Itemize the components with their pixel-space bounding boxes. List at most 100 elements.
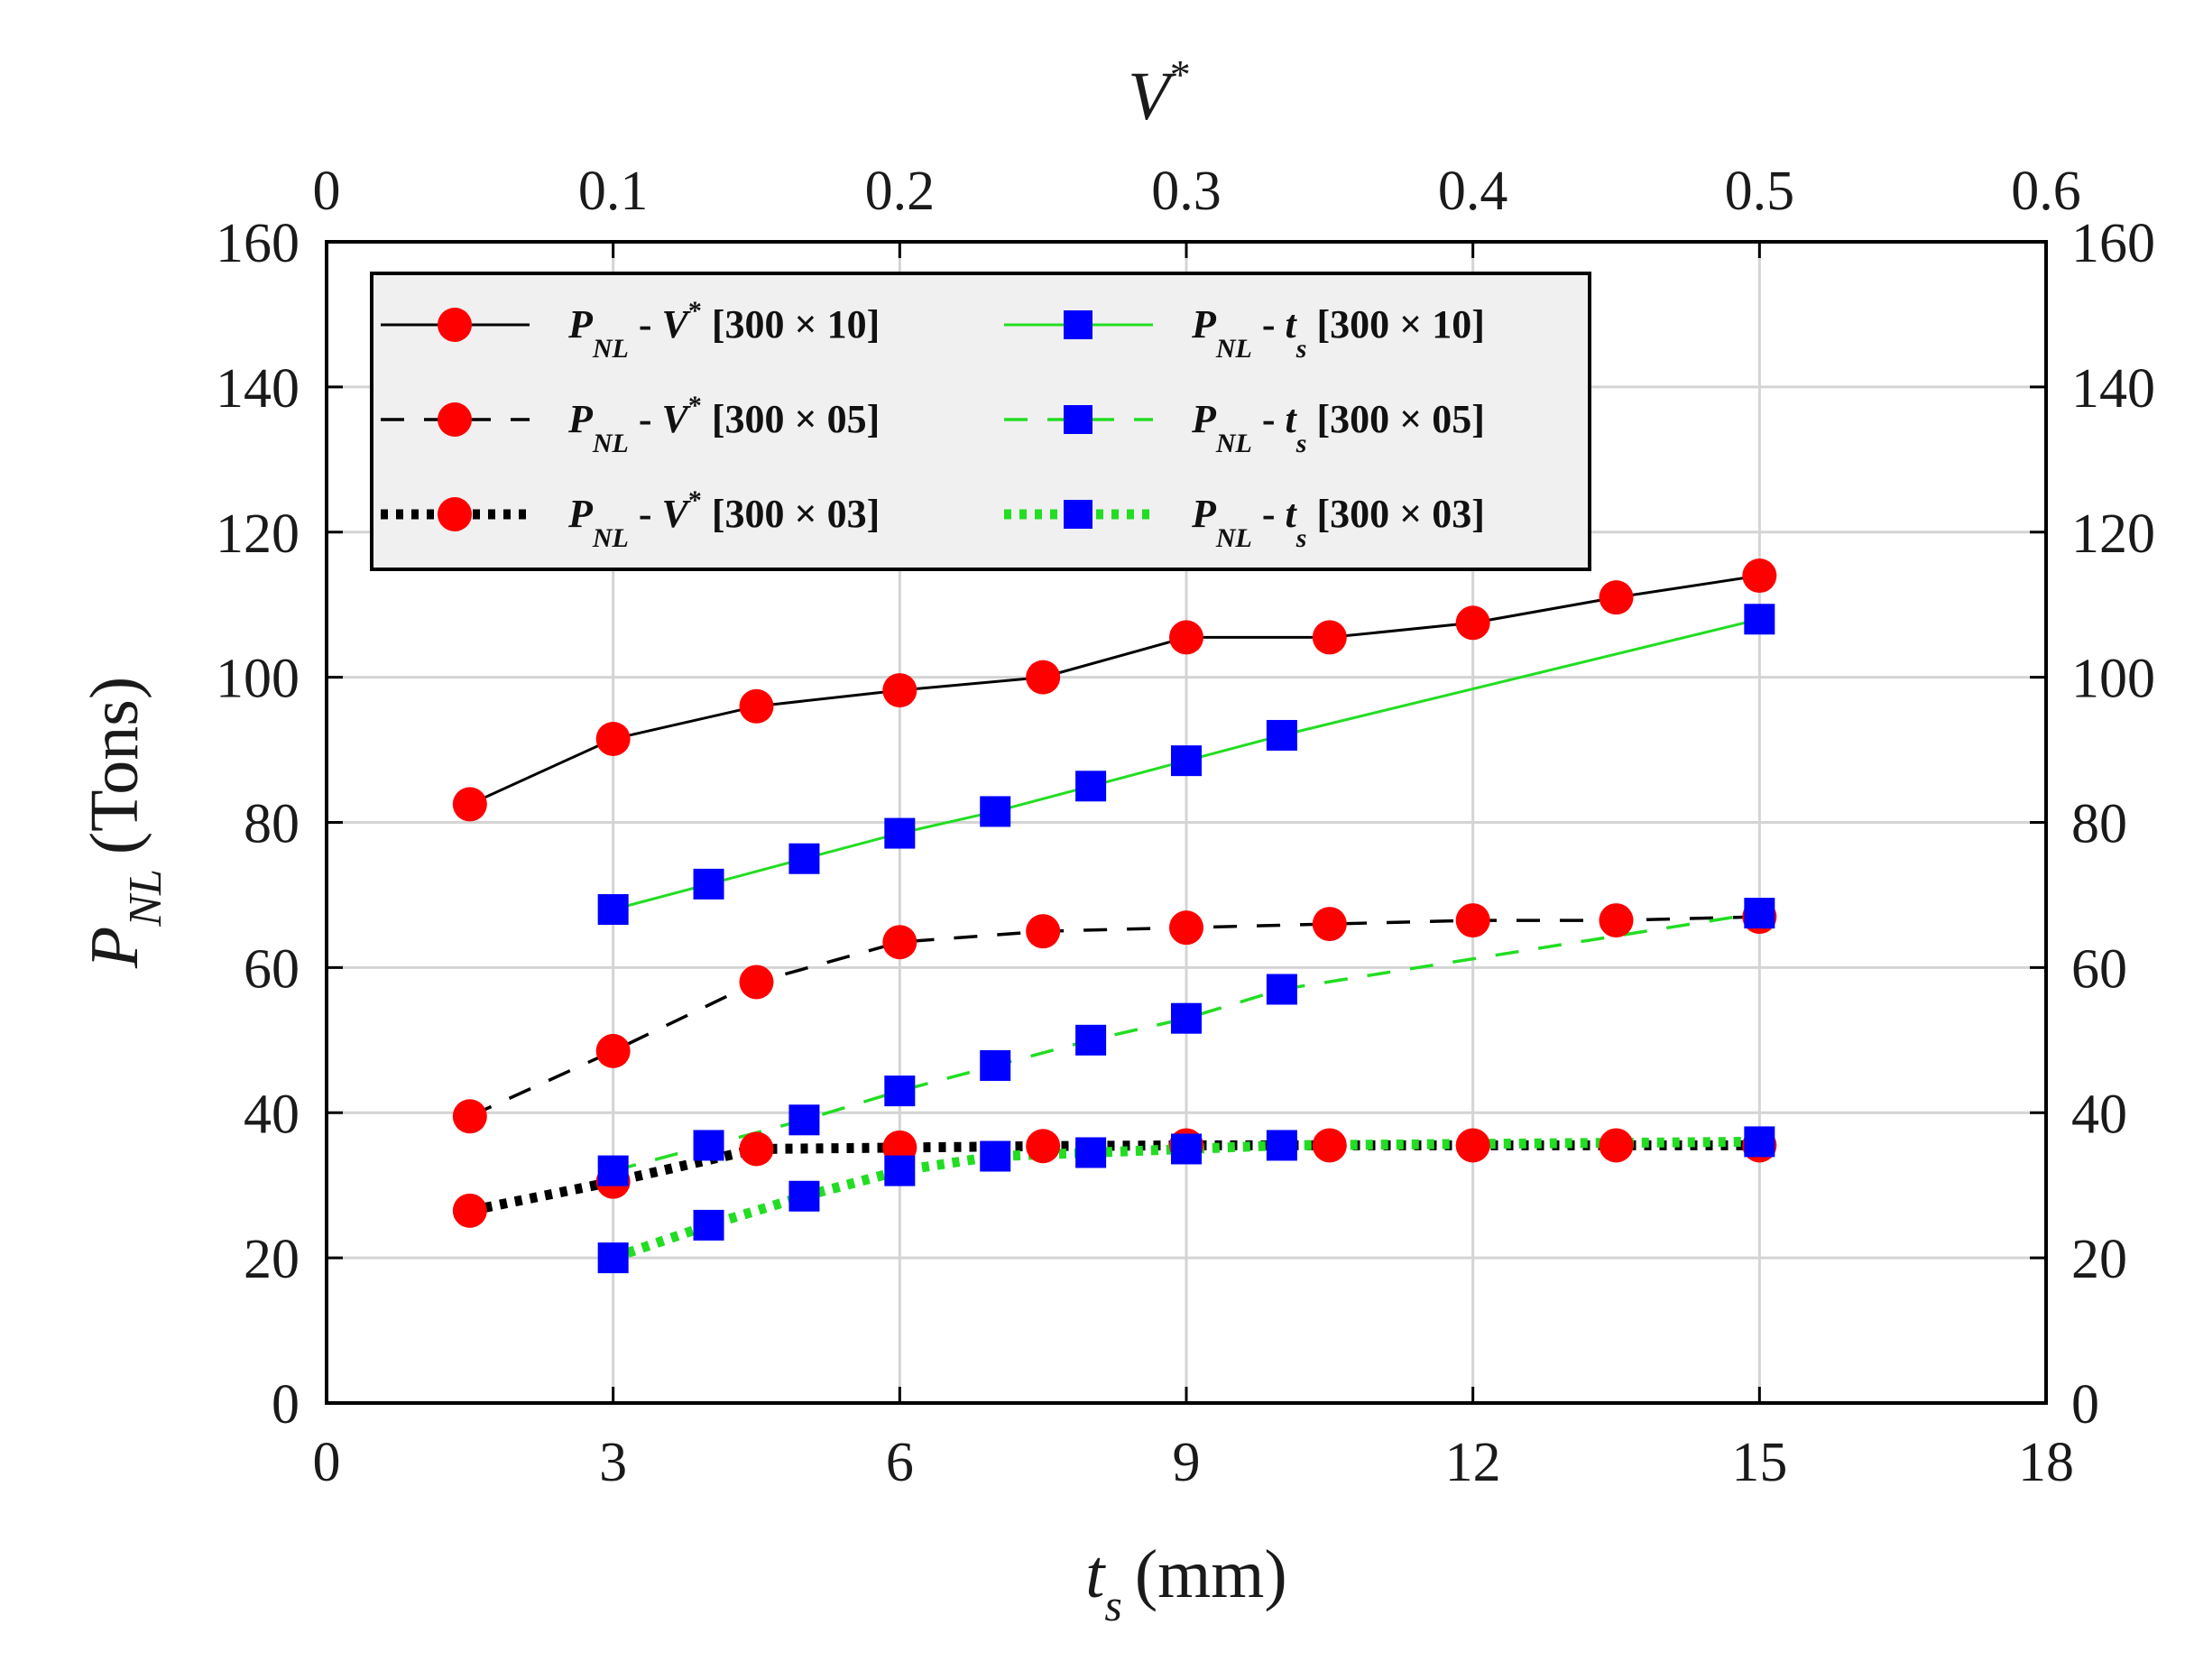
- data-point-square-s6: [1266, 1130, 1297, 1161]
- x-axis-sub: s: [1104, 1580, 1121, 1630]
- legend-var: P: [567, 397, 594, 441]
- top-axis-sup: *: [1170, 51, 1191, 97]
- series-line-2: [469, 915, 1760, 1118]
- legend-item-3: PNL - V* [300 × 03]: [381, 485, 880, 553]
- legend-marker: [438, 308, 472, 342]
- tick-label-right: 80: [2071, 794, 2127, 855]
- legend-sub2: s: [1295, 523, 1307, 553]
- legend-var: P: [1191, 397, 1217, 441]
- legend-sup: *: [688, 485, 702, 515]
- legend-var2: t: [1286, 397, 1298, 441]
- legend-var2: t: [1286, 302, 1298, 346]
- data-point-square-s4: [1075, 771, 1107, 802]
- tick-label-bottom: 18: [2018, 1432, 2074, 1493]
- legend-sub: NL: [592, 523, 629, 553]
- x-axis-var: t: [1085, 1537, 1106, 1612]
- legend-var2: V: [662, 397, 692, 441]
- tick-label-left: 160: [216, 213, 300, 274]
- legend-sub: NL: [1215, 429, 1252, 458]
- data-point-circle-s2: [882, 925, 917, 960]
- legend: PNL - V* [300 × 10] PNL - ts [300 × 10]PN…: [370, 272, 1591, 571]
- legend-dash: -: [629, 302, 662, 346]
- tick-label-bottom: 3: [599, 1432, 627, 1493]
- legend-var2: t: [1286, 492, 1298, 536]
- tick-label-left: 80: [244, 794, 300, 855]
- y-axis-title: PNL (Tons): [77, 677, 171, 969]
- data-point-circle-s3: [1599, 1128, 1634, 1163]
- legend-dash: -: [629, 397, 662, 441]
- data-point-circle-s3: [1312, 1128, 1347, 1163]
- tick-label-bottom: 12: [1445, 1432, 1501, 1493]
- data-point-square-s6: [788, 1180, 820, 1212]
- data-point-square-s4: [788, 843, 820, 874]
- legend-marker: [1064, 310, 1092, 339]
- legend-var: P: [1191, 492, 1217, 536]
- legend-tail: [300 × 03]: [702, 492, 880, 536]
- tick-label-right: 40: [2071, 1084, 2127, 1145]
- legend-var: P: [567, 492, 594, 536]
- data-point-circle-s1: [595, 721, 631, 756]
- legend-label: PNL - ts [300 × 03]: [1191, 492, 1485, 553]
- tick-label-right: 100: [2071, 649, 2155, 710]
- legend-sub2: s: [1295, 429, 1307, 458]
- tick-label-top: 0.6: [2011, 161, 2081, 222]
- tick-label-top: 0.5: [1725, 161, 1795, 222]
- data-point-square-s4: [693, 868, 724, 900]
- data-point-circle-s1: [1599, 580, 1634, 615]
- legend-sub: NL: [1215, 523, 1252, 553]
- legend-var2: V: [662, 492, 692, 536]
- data-point-circle-s1: [1455, 605, 1490, 641]
- legend-tail: [300 × 03]: [1306, 492, 1484, 536]
- tick-label-left: 40: [244, 1084, 300, 1145]
- legend-dash: -: [629, 492, 662, 536]
- legend-marker: [1064, 500, 1092, 529]
- x-axis-unit: (mm): [1135, 1537, 1287, 1612]
- x-axis-title: ts (mm): [1085, 1537, 1286, 1630]
- data-point-square-s6: [980, 1140, 1011, 1172]
- tick-label-top: 0.1: [578, 161, 649, 222]
- series-line-3: [468, 1140, 1760, 1216]
- y-axis-unit: (Tons): [77, 677, 152, 854]
- legend-dash: -: [1252, 397, 1286, 441]
- legend-sub: NL: [592, 429, 629, 458]
- legend-item-5: PNL - ts [300 × 05]: [1004, 397, 1485, 458]
- tick-label-bottom: 6: [886, 1432, 914, 1493]
- data-point-square-s6: [1075, 1137, 1107, 1168]
- tick-label-left: 60: [244, 938, 300, 1000]
- tick-label-right: 0: [2071, 1374, 2099, 1435]
- legend-box: [370, 272, 1591, 571]
- data-point-circle-s3: [1455, 1128, 1490, 1163]
- legend-tail: [300 × 05]: [702, 397, 880, 441]
- data-point-circle-s2: [1455, 903, 1490, 938]
- legend-var: P: [1191, 302, 1217, 346]
- data-point-square-s4: [597, 894, 629, 926]
- series-line-6: [611, 1136, 1760, 1263]
- legend-tail: [300 × 05]: [1306, 397, 1484, 441]
- data-point-square-s5: [693, 1130, 724, 1161]
- tick-label-bottom: 15: [1731, 1432, 1787, 1493]
- tick-label-right: 20: [2071, 1229, 2127, 1290]
- data-point-circle-s2: [1312, 907, 1347, 942]
- legend-marker: [1064, 405, 1092, 434]
- legend-sub: NL: [1215, 334, 1252, 364]
- legend-sup: *: [688, 296, 702, 326]
- data-point-circle-s2: [1169, 910, 1203, 946]
- tick-label-right: 140: [2071, 358, 2155, 420]
- legend-label: PNL - V* [300 × 03]: [567, 485, 880, 553]
- tick-label-top: 0.4: [1438, 161, 1508, 222]
- legend-item-4: PNL - ts [300 × 10]: [1004, 302, 1485, 364]
- tick-label-right: 60: [2071, 938, 2127, 1000]
- data-point-circle-s1: [1742, 558, 1777, 594]
- data-point-circle-s2: [1026, 914, 1061, 949]
- series-markers: [452, 558, 1777, 1274]
- top-axis-var: V: [1128, 59, 1176, 134]
- legend-label: PNL - V* [300 × 10]: [567, 296, 880, 364]
- legend-var2: V: [662, 302, 692, 346]
- series-line-1: [469, 574, 1760, 806]
- tick-label-top: 0.2: [865, 161, 936, 222]
- data-point-circle-s2: [595, 1033, 631, 1068]
- legend-sub2: s: [1295, 334, 1307, 364]
- tick-label-top: 0.3: [1151, 161, 1222, 222]
- legend-label: PNL - ts [300 × 05]: [1191, 397, 1485, 458]
- data-point-circle-s1: [739, 688, 774, 724]
